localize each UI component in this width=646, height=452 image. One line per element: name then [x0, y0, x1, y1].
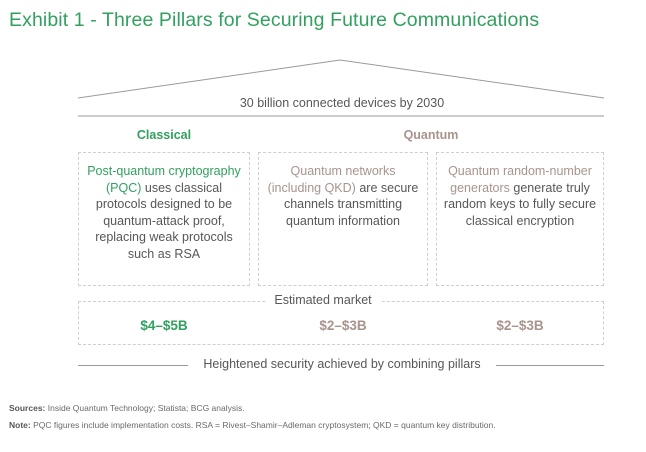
sources-footnote: Sources: Inside Quantum Technology; Stat…	[9, 403, 245, 413]
pillar-pqc-text: uses classical protocols designed to be …	[95, 180, 233, 261]
roof-label: 30 billion connected devices by 2030	[239, 96, 445, 110]
category-classical: Classical	[136, 128, 192, 142]
pillar-quantum-networks-text: are secure channels transmitting quantum…	[283, 180, 419, 228]
note-label: Note:	[9, 420, 31, 430]
exhibit-title: Exhibit 1 - Three Pillars for Securing F…	[9, 9, 540, 31]
sources-label: Sources:	[9, 403, 46, 413]
pillar-qrng-title: Quantum random-number generators	[448, 164, 592, 195]
pillar-pqc: Post-quantum cryptography (PQC) uses cla…	[78, 152, 250, 286]
market-label: Estimated market	[266, 293, 380, 307]
bottom-rule-left	[78, 365, 188, 366]
note-text: PQC figures include implementation costs…	[33, 420, 496, 430]
pillar-quantum-networks-title: Quantum networks (including QKD)	[267, 164, 396, 195]
pillar-qrng: Quantum random-number generators generat…	[436, 152, 604, 286]
sources-text: Inside Quantum Technology; Statista; BCG…	[47, 403, 245, 413]
bottom-label: Heightened security achieved by combinin…	[203, 357, 481, 371]
market-value-pqc: $4–$5B	[140, 318, 188, 333]
pillar-qrng-text: generate truly random keys to fully secu…	[443, 180, 597, 228]
pillar-pqc-title: Post-quantum cryptography (PQC)	[87, 164, 241, 195]
pillar-quantum-networks: Quantum networks (including QKD) are sec…	[258, 152, 428, 286]
market-value-quantum-networks: $2–$3B	[319, 318, 367, 333]
category-quantum: Quantum	[403, 128, 459, 142]
market-value-qrng: $2–$3B	[496, 318, 544, 333]
note-footnote: Note: PQC figures include implementation…	[9, 420, 496, 430]
bottom-rule-right	[496, 365, 604, 366]
